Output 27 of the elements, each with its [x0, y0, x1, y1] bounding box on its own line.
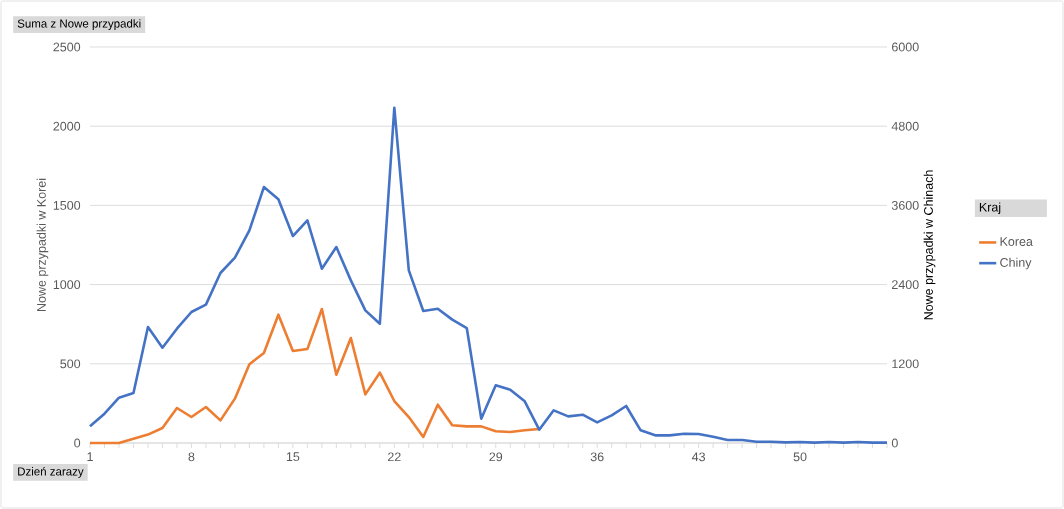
x-tick-label: 43: [691, 452, 706, 462]
x-tick-label: 22: [387, 452, 401, 462]
legend-title: Kraj: [979, 202, 1001, 215]
y-tick-label: 500: [60, 359, 81, 369]
legend-label: Chiny: [1000, 257, 1032, 270]
y2-tick-label: 2400: [892, 280, 919, 290]
x-tick-label: 50: [793, 452, 807, 462]
y2-tick-label: 0: [891, 438, 898, 448]
y-tick-label: 2500: [53, 42, 81, 52]
y2-tick-label: 6000: [892, 42, 919, 52]
y-axis-title: Nowe przypadki w Korei: [36, 178, 49, 312]
y-tick-label: 2000: [53, 121, 81, 131]
y2-tick-label: 1200: [892, 359, 919, 369]
x-tick-label: 8: [188, 452, 195, 462]
y-tick-label: 1500: [53, 200, 81, 210]
x-tick-label: 29: [489, 452, 503, 462]
y2-axis-title: Nowe przypadki w Chinach: [923, 170, 936, 320]
text: Dzień zarazy: [18, 466, 84, 478]
x-tick-label: 1: [87, 452, 93, 461]
y2-tick-label: 4800: [891, 121, 919, 131]
x-tick-label: 15: [286, 452, 300, 462]
y-tick-label: 1000: [53, 280, 81, 290]
text: Suma z Nowe przypadki: [17, 19, 141, 30]
legend-label: Korea: [1000, 237, 1033, 246]
y2-tick-label: 3600: [891, 200, 919, 210]
x-tick-label: 36: [590, 452, 604, 462]
y-tick-label: 0: [74, 438, 81, 448]
